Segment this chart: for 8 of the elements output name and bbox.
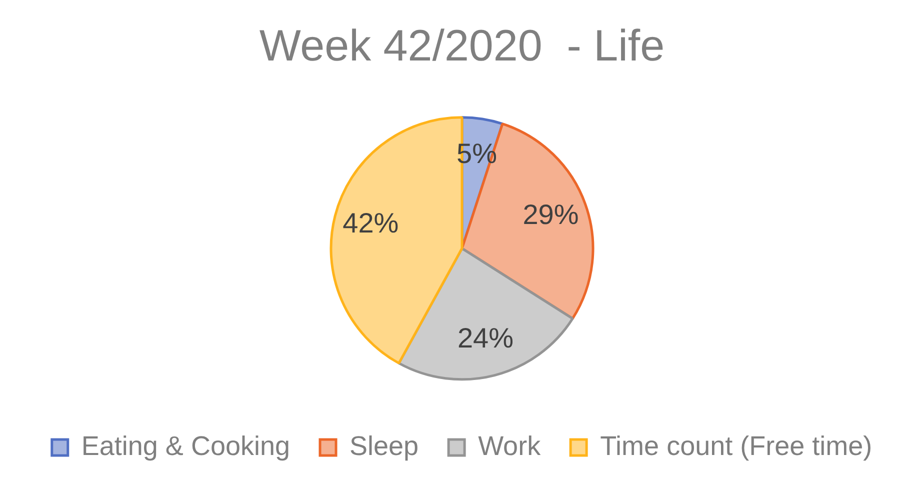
legend-label: Eating & Cooking <box>81 430 290 461</box>
legend-label: Time count (Free time) <box>600 430 872 461</box>
data-label: 42% <box>342 208 399 239</box>
data-label: 29% <box>522 199 579 230</box>
chart-title: Week 42/2020 - Life <box>259 22 665 71</box>
data-label: 24% <box>457 322 514 354</box>
legend-label: Sleep <box>350 430 419 461</box>
legend-label: Work <box>478 430 542 461</box>
